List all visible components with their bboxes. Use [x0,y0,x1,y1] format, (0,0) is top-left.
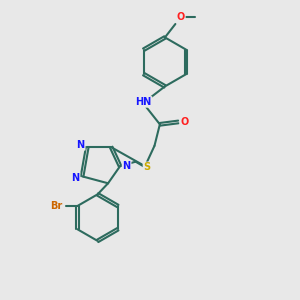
Text: Br: Br [50,201,63,211]
Text: S: S [143,162,151,172]
Text: N: N [123,161,131,171]
Text: N: N [71,173,80,183]
Text: O: O [180,117,188,127]
Text: HN: HN [135,97,152,107]
Text: N: N [76,140,85,150]
Text: O: O [177,12,185,22]
